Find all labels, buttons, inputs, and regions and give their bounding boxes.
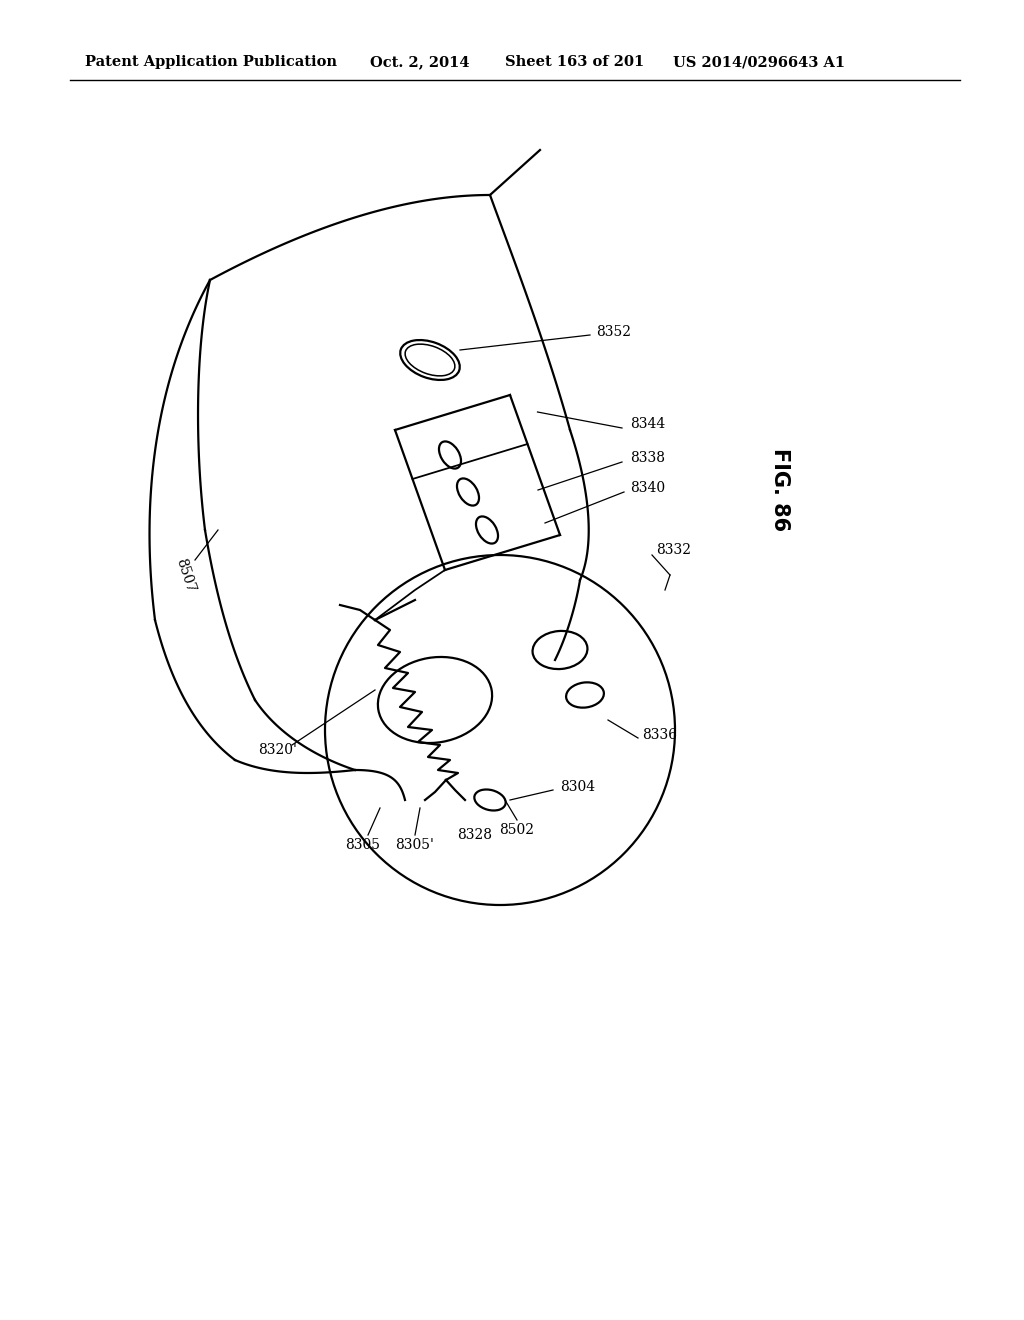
Text: Sheet 163 of 201: Sheet 163 of 201 xyxy=(505,55,644,69)
Text: Patent Application Publication: Patent Application Publication xyxy=(85,55,337,69)
Text: 8305: 8305 xyxy=(345,838,381,851)
Text: 8304: 8304 xyxy=(560,780,595,795)
Text: 8305': 8305' xyxy=(395,838,434,851)
Text: 8332: 8332 xyxy=(656,543,691,557)
Text: FIG. 86: FIG. 86 xyxy=(770,449,790,532)
Text: 8352: 8352 xyxy=(596,325,631,339)
Text: 8344: 8344 xyxy=(630,417,666,432)
Text: 8336: 8336 xyxy=(642,729,677,742)
Text: 8320': 8320' xyxy=(259,743,297,756)
Text: Oct. 2, 2014: Oct. 2, 2014 xyxy=(370,55,469,69)
Text: 8328: 8328 xyxy=(458,828,493,842)
Text: 8340: 8340 xyxy=(630,480,666,495)
Text: 8502: 8502 xyxy=(500,822,535,837)
Text: 8507: 8507 xyxy=(173,556,197,594)
Text: US 2014/0296643 A1: US 2014/0296643 A1 xyxy=(673,55,845,69)
Text: 8338: 8338 xyxy=(630,451,665,465)
